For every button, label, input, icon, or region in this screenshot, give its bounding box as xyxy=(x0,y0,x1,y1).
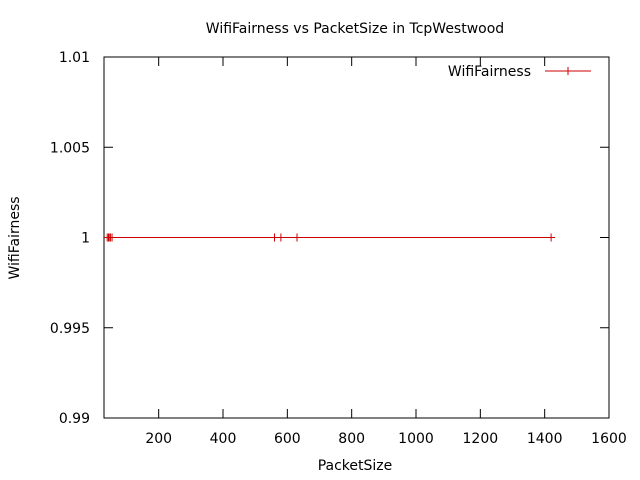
x-tick-label: 1000 xyxy=(398,431,434,447)
y-tick-label: 0.99 xyxy=(59,411,90,427)
x-tick-label: 600 xyxy=(274,431,301,447)
chart-title: WifiFairness vs PacketSize in TcpWestwoo… xyxy=(206,21,504,37)
data-point-marker xyxy=(276,233,285,242)
data-point-marker xyxy=(292,233,301,242)
series-group xyxy=(103,233,556,242)
y-axis-label: WifiFairness xyxy=(7,196,23,279)
y-tick-label: 1.005 xyxy=(50,140,90,156)
x-tick-label: 400 xyxy=(210,431,237,447)
x-axis-label: PacketSize xyxy=(318,458,393,474)
y-tick-label: 0.995 xyxy=(50,321,90,337)
axis-ticks xyxy=(104,56,610,419)
data-point-marker xyxy=(547,233,556,242)
y-tick-labels: 0.99 0.995 1 1.005 1.01 xyxy=(50,50,90,427)
x-tick-label: 800 xyxy=(338,431,365,447)
x-tick-label: 1400 xyxy=(527,431,563,447)
legend: WifiFairness xyxy=(448,64,591,80)
legend-label: WifiFairness xyxy=(448,64,531,80)
y-tick-label: 1.01 xyxy=(59,50,90,66)
x-tick-label: 1200 xyxy=(463,431,499,447)
x-tick-labels: 200 400 600 800 1000 1200 1400 1600 xyxy=(145,431,627,447)
x-tick-label: 200 xyxy=(145,431,172,447)
x-tick-label: 1600 xyxy=(591,431,627,447)
y-tick-label: 1 xyxy=(81,231,90,247)
data-point-marker xyxy=(108,233,117,242)
